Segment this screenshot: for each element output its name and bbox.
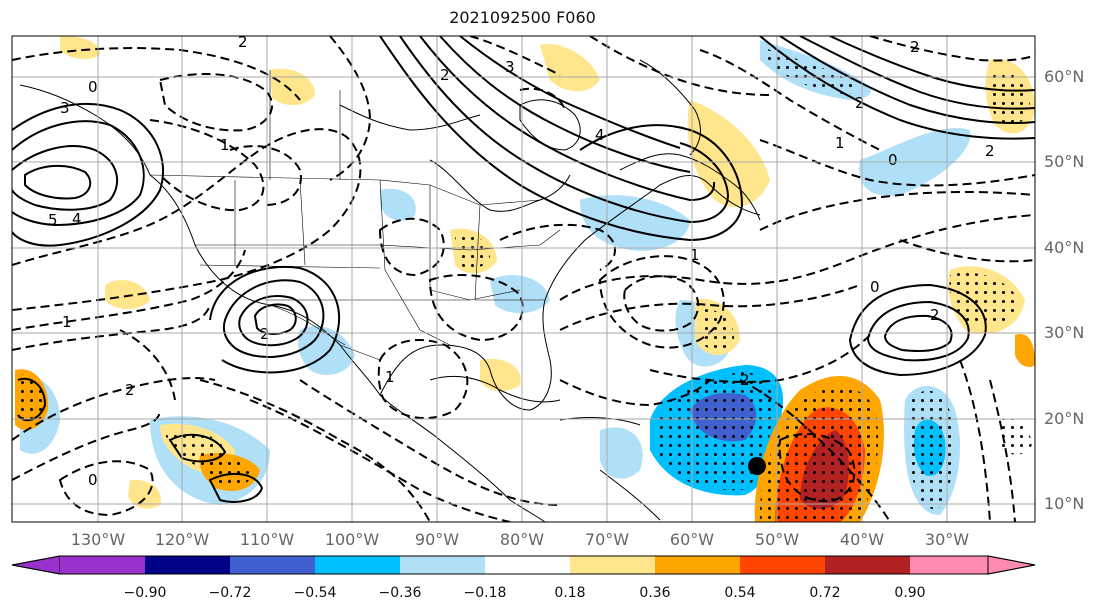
- svg-text:2: 2: [930, 306, 940, 324]
- lat-label: 40°N: [1044, 238, 1085, 257]
- contour-labels: 2 3 4 5 1 0 2 1 2 0 4 3 2 1 0 2 2 1 2 0 …: [48, 33, 995, 489]
- svg-text:1: 1: [385, 368, 395, 386]
- svg-text:1: 1: [690, 246, 700, 264]
- lon-label: 80°W: [499, 530, 545, 549]
- svg-text:1: 1: [220, 136, 230, 154]
- colorbar-tick-label: 0.90: [894, 585, 926, 601]
- svg-text:2: 2: [238, 33, 248, 51]
- lat-label: 20°N: [1044, 409, 1085, 428]
- colorbar-segment: [655, 556, 740, 574]
- lat-label: 10°N: [1044, 494, 1085, 513]
- colorbar-tick-label: −0.54: [293, 585, 337, 601]
- svg-text:2: 2: [910, 38, 920, 56]
- colorbar-extend-min: [11, 555, 61, 575]
- svg-text:2: 2: [985, 142, 995, 160]
- colorbar-segment: [60, 556, 145, 574]
- colorbar-segment: [825, 556, 910, 574]
- storm-location-marker: [748, 457, 766, 475]
- map-frame: [11, 35, 1036, 523]
- colorbar-segment: [315, 556, 400, 574]
- lon-label: 50°W: [754, 530, 800, 549]
- lon-label: 70°W: [584, 530, 630, 549]
- lon-label: 90°W: [414, 530, 460, 549]
- svg-text:1: 1: [62, 313, 72, 331]
- negative-contours: [12, 36, 1035, 522]
- colorbar-segment: [740, 556, 825, 574]
- colorbar-segment: [485, 556, 570, 574]
- colorbar-tick-label: 0.72: [809, 585, 841, 601]
- colorbar-segment: [400, 556, 485, 574]
- colorbar-segment: [145, 556, 230, 574]
- map-title: 2021092500 F060: [449, 8, 596, 27]
- svg-text:2: 2: [855, 94, 865, 112]
- colorbar-tick-label: −0.18: [463, 585, 507, 601]
- lon-label: 30°W: [924, 530, 970, 549]
- colorbar-segment: [910, 556, 988, 574]
- colorbar-segment: [230, 556, 315, 574]
- lat-label: 50°N: [1044, 152, 1085, 171]
- lat-label: 60°N: [1044, 67, 1085, 86]
- svg-text:0: 0: [870, 278, 880, 296]
- colorbar-extend-max: [987, 555, 1036, 575]
- svg-text:3: 3: [505, 58, 515, 76]
- svg-text:0: 0: [888, 151, 898, 169]
- colorbar: [11, 555, 1036, 575]
- lon-label: 60°W: [669, 530, 715, 549]
- svg-text:2: 2: [440, 66, 450, 84]
- svg-text:2: 2: [125, 381, 135, 399]
- svg-text:4: 4: [595, 126, 605, 144]
- svg-text:2: 2: [740, 371, 750, 389]
- svg-text:1: 1: [835, 134, 845, 152]
- colorbar-tick-label: −0.36: [378, 585, 422, 601]
- svg-text:4: 4: [72, 210, 82, 228]
- colorbar-tick-label: 0.18: [554, 585, 586, 601]
- colorbar-tick-label: 0.36: [639, 585, 671, 601]
- svg-text:2: 2: [260, 325, 270, 343]
- lat-label: 30°N: [1044, 323, 1085, 342]
- svg-text:3: 3: [60, 99, 70, 117]
- svg-text:5: 5: [48, 211, 58, 229]
- colorbar-segment: [570, 556, 655, 574]
- svg-text:0: 0: [88, 78, 98, 96]
- lon-label: 110°W: [239, 530, 295, 549]
- lon-label: 120°W: [154, 530, 210, 549]
- lon-label: 40°W: [839, 530, 885, 549]
- svg-text:0: 0: [88, 471, 98, 489]
- colorbar-tick-label: −0.90: [123, 585, 167, 601]
- graticule: [12, 36, 1035, 522]
- colorbar-tick-label: −0.72: [208, 585, 252, 601]
- anomaly-shading: [15, 36, 1035, 522]
- lon-label: 100°W: [324, 530, 380, 549]
- lon-label: 130°W: [70, 530, 126, 549]
- colorbar-tick-label: 0.54: [724, 585, 756, 601]
